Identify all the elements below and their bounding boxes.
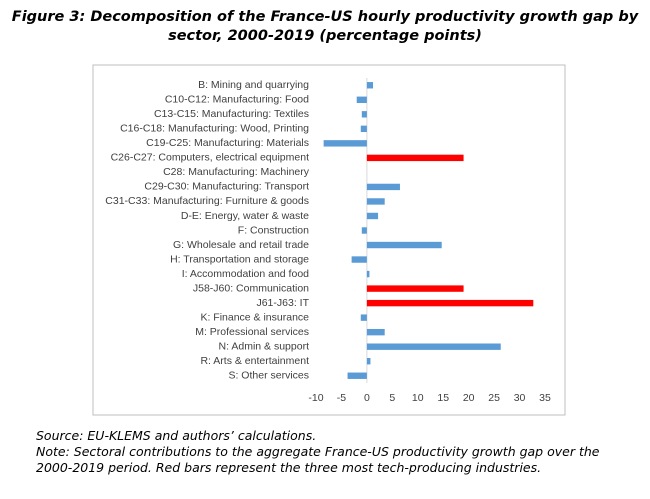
x-tick-label: -5	[337, 392, 346, 404]
bar	[366, 328, 385, 336]
x-tick-label: 20	[463, 392, 475, 404]
x-tick-label: 0	[364, 392, 370, 404]
y-tick-label: C29-C30: Manufacturing: Transport	[144, 181, 309, 193]
x-tick-label: -10	[308, 392, 323, 404]
y-tick-label: S: Other services	[228, 370, 309, 382]
bar	[347, 372, 367, 379]
bar	[361, 111, 367, 118]
bar	[366, 299, 534, 307]
bar	[366, 82, 373, 89]
y-tick-label: R: Arts & entertainment	[200, 355, 309, 367]
bar	[356, 96, 367, 103]
y-tick-label: N: Admin & support	[219, 340, 310, 352]
y-tick-label: C10-C12: Manufacturing: Food	[165, 94, 309, 106]
y-tick-label: H: Transportation and storage	[170, 253, 309, 265]
y-tick-label: C16-C18: Manufacturing: Wood, Printing	[120, 123, 309, 135]
bar	[323, 140, 367, 147]
y-tick-label: F: Construction	[238, 224, 309, 236]
bar	[366, 285, 464, 292]
x-tick-label: 25	[488, 392, 500, 404]
bar	[366, 198, 385, 205]
source: Source: EU-KLEMS and authors’ calculatio…	[36, 428, 317, 443]
y-tick-label: D-E: Energy, water & waste	[181, 210, 309, 222]
y-tick-label: C31-C33: Manufacturing: Furniture & good…	[105, 195, 309, 207]
bar	[351, 256, 367, 263]
note: Note: Sectoral contributions to the aggr…	[36, 444, 600, 475]
bar	[366, 358, 371, 365]
y-tick-label: I: Accommodation and food	[182, 268, 309, 280]
y-tick-label: G: Wholesale and retail trade	[173, 239, 309, 251]
y-tick-label: J58-J60: Communication	[193, 282, 309, 294]
bar	[366, 212, 379, 220]
chart-border	[92, 64, 566, 416]
bar	[360, 314, 367, 321]
y-tick-label: C19-C25: Manufacturing: Materials	[146, 137, 309, 149]
bar	[366, 270, 370, 278]
bar	[361, 227, 367, 234]
bar	[366, 154, 464, 162]
y-tick-label: J61-J63: IT	[256, 297, 309, 309]
y-tick-label: C28: Manufacturing: Machinery	[163, 166, 310, 178]
x-tick-label: 5	[389, 392, 395, 404]
x-tick-label: 30	[514, 392, 526, 404]
y-tick-label: K: Finance & insurance	[200, 311, 309, 323]
x-tick-label: 15	[437, 392, 449, 404]
x-tick-label: 35	[539, 392, 551, 404]
bar	[366, 343, 501, 350]
y-tick-label: C13-C15: Manufacturing: Textiles	[154, 108, 309, 120]
y-tick-label: C26-C27: Computers, electrical equipment	[111, 152, 310, 164]
y-tick-label: B: Mining and quarrying	[198, 79, 309, 91]
bar	[360, 125, 367, 133]
x-tick-label: 10	[412, 392, 424, 404]
bar	[366, 183, 400, 191]
y-tick-label: M: Professional services	[195, 326, 309, 338]
bar	[366, 241, 442, 249]
chart-title: Figure 3: Decomposition of the France-US…	[11, 9, 639, 44]
